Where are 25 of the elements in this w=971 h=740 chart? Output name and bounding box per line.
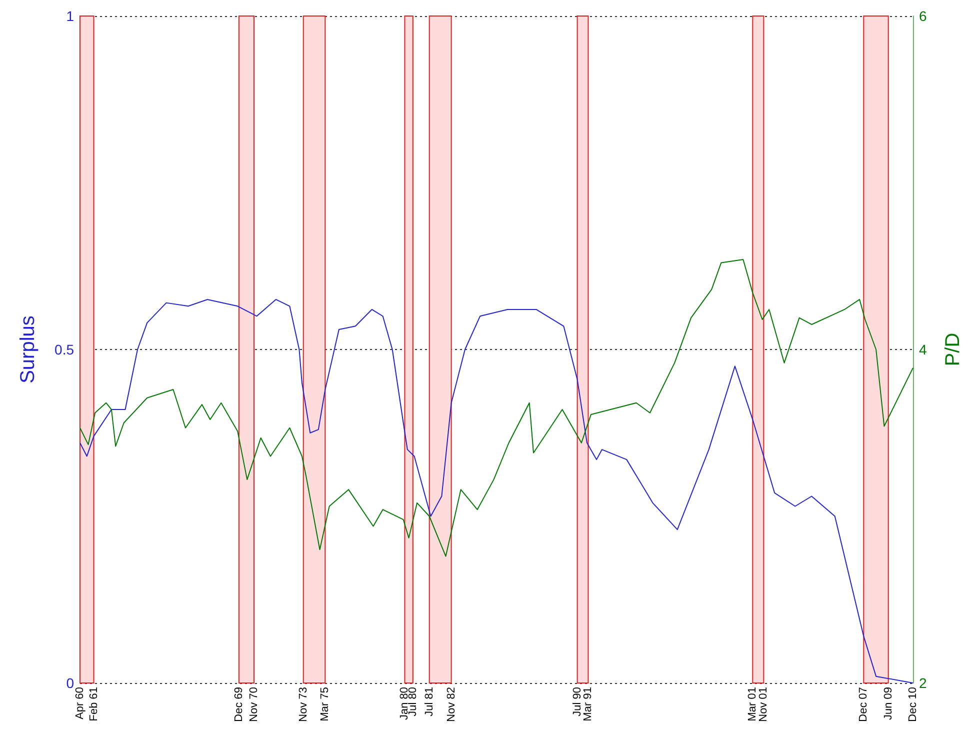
x-tick-label: Jul 81	[423, 687, 436, 716]
x-tick-label: Nov 73	[297, 687, 310, 722]
x-tick-label: Mar 91	[582, 687, 594, 722]
y2-axis-title: P/D	[942, 332, 964, 366]
x-tick-label: Dec 69	[232, 687, 245, 722]
y-tick-label: 0.5	[54, 342, 74, 358]
y-axis-title: Surplus	[17, 316, 39, 384]
x-tick-label: Apr 60	[74, 687, 86, 720]
x-tick-label: Feb 61	[88, 687, 100, 722]
x-tick-label: Nov 01	[758, 687, 770, 722]
x-tick-label: Mar 01	[746, 687, 759, 722]
y-tick-label: 1	[66, 8, 74, 24]
line-series	[80, 258, 914, 557]
line-series	[80, 298, 914, 684]
y-tick-label: 0	[66, 675, 74, 691]
y2-tick-label: 4	[919, 342, 927, 358]
x-tick-label: Mar 75	[319, 687, 332, 722]
x-tick-label: Nov 82	[445, 687, 458, 722]
y2-tick-label: 2	[919, 675, 927, 691]
x-tick-label: Dec 07	[858, 687, 870, 722]
x-tick-label: Jul 90	[571, 687, 584, 716]
y2-tick-label: 6	[919, 8, 927, 24]
x-tick-label: Jun 09	[882, 687, 894, 720]
x-tick-label: Nov 70	[248, 687, 260, 722]
x-tick-label: Dec 10	[907, 687, 919, 722]
